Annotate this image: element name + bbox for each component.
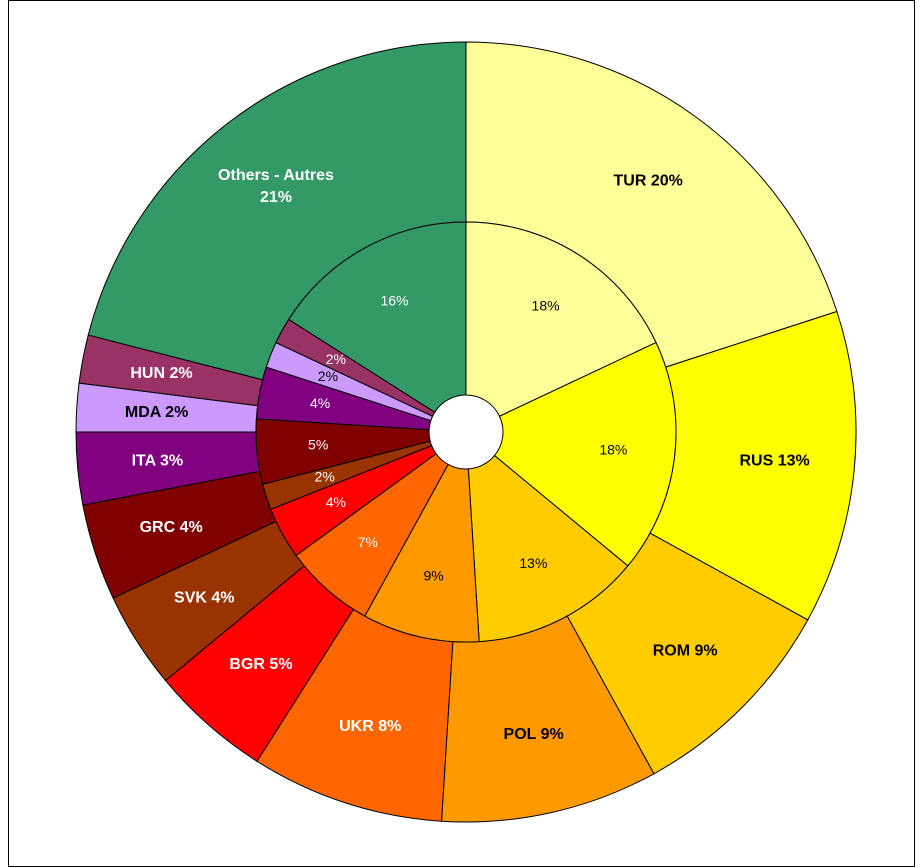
inner-label: 18%: [532, 297, 560, 313]
doughnut-slice: [364, 463, 480, 643]
inner-label: 2%: [315, 469, 335, 485]
inner-label: 18%: [599, 441, 627, 457]
inner-label: 16%: [380, 293, 408, 309]
inner-label: 4%: [326, 494, 346, 510]
inner-label: 2%: [318, 368, 338, 384]
doughnut-slice: [465, 221, 657, 417]
doughnut-slice: [493, 341, 677, 567]
inner-label: 7%: [358, 534, 378, 550]
outer-label: TUR 20%: [614, 172, 683, 189]
outer-label: BGR 5%: [229, 656, 292, 673]
outer-label: HUN 2%: [130, 365, 192, 382]
outer-label: UKR 8%: [339, 718, 401, 735]
inner-label: 2%: [326, 351, 346, 367]
outer-label: SVK 4%: [174, 589, 234, 606]
inner-label: 13%: [519, 555, 547, 571]
outer-label: GRC 4%: [140, 519, 203, 536]
outer-label: ITA 3%: [132, 452, 184, 469]
inner-label: 4%: [310, 395, 330, 411]
outer-label: RUS 13%: [739, 452, 809, 469]
inner-label: 5%: [308, 437, 328, 453]
outer-label: Others - Autres 21%: [218, 167, 334, 206]
inner-label: 9%: [423, 568, 443, 584]
outer-label: ROM 9%: [653, 642, 718, 659]
outer-label: MDA 2%: [125, 404, 188, 421]
outer-label: POL 9%: [504, 726, 564, 743]
doughnut-slice: [467, 454, 629, 643]
doughnut-slice: [288, 221, 467, 413]
